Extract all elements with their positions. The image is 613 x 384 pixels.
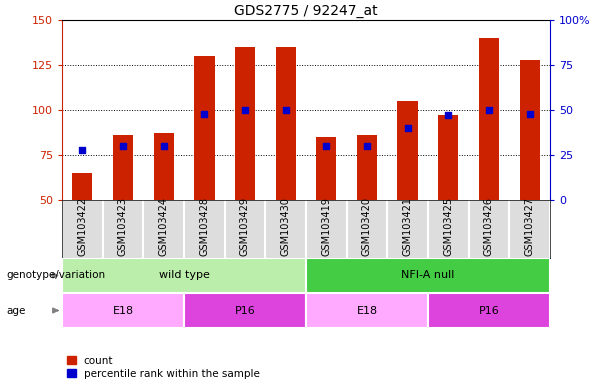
Text: age: age	[6, 306, 26, 316]
Point	[281, 107, 291, 113]
Text: NFI-A null: NFI-A null	[402, 270, 455, 280]
Point	[525, 111, 535, 117]
Point	[159, 143, 169, 149]
Bar	[519, 60, 540, 200]
Bar	[316, 137, 337, 200]
Point	[118, 143, 128, 149]
Bar	[153, 133, 174, 200]
Bar	[62, 293, 184, 328]
Bar	[397, 101, 418, 200]
Bar	[113, 135, 133, 200]
Bar	[184, 293, 306, 328]
Text: P16: P16	[479, 306, 500, 316]
Bar	[479, 38, 499, 200]
Bar	[428, 293, 550, 328]
Bar	[275, 47, 296, 200]
Bar	[72, 173, 93, 200]
Point	[443, 113, 453, 119]
Point	[403, 125, 413, 131]
Point	[240, 107, 250, 113]
Text: E18: E18	[112, 306, 134, 316]
Text: genotype/variation: genotype/variation	[6, 270, 105, 280]
Bar	[357, 135, 377, 200]
Point	[199, 111, 209, 117]
Bar	[306, 293, 428, 328]
Point	[321, 143, 331, 149]
Text: E18: E18	[356, 306, 378, 316]
Text: wild type: wild type	[159, 270, 210, 280]
Point	[362, 143, 372, 149]
Title: GDS2775 / 92247_at: GDS2775 / 92247_at	[234, 3, 378, 18]
Bar	[235, 47, 255, 200]
Legend: count, percentile rank within the sample: count, percentile rank within the sample	[67, 356, 260, 379]
Point	[77, 147, 87, 153]
Point	[484, 107, 494, 113]
Text: P16: P16	[235, 306, 256, 316]
Bar	[306, 258, 550, 293]
Bar	[194, 56, 215, 200]
Bar	[438, 116, 459, 200]
Bar	[62, 258, 306, 293]
